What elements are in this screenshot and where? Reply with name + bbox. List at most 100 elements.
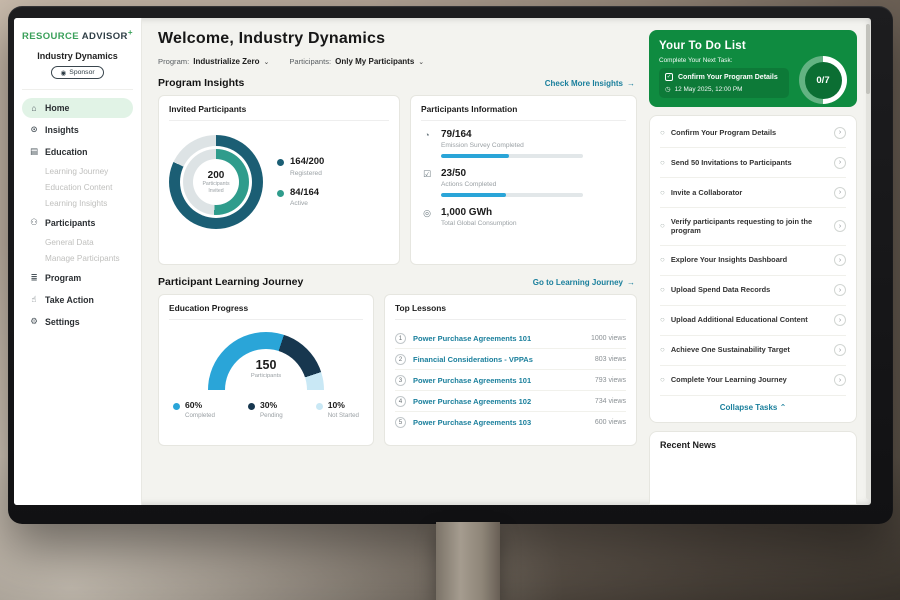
legend-dot xyxy=(315,403,323,410)
lesson-views: 734 views xyxy=(594,397,626,405)
legend-label: Not Started xyxy=(327,412,359,420)
chevron-up-icon: ⌃ xyxy=(779,402,787,412)
task-circle-icon[interactable]: ○ xyxy=(660,285,665,295)
program-value: Industrialize Zero xyxy=(193,57,260,66)
task-label: Confirm Your Program Details xyxy=(670,127,777,137)
chevron-right-icon[interactable]: › xyxy=(834,314,846,327)
sidebar-item-learning-journey[interactable]: Learning Journey xyxy=(45,166,109,176)
sidebar-item-label: Take Action xyxy=(45,294,94,305)
legend-value: 164/200 xyxy=(290,156,325,168)
scrollbar-thumb[interactable] xyxy=(866,24,870,94)
lesson-rank: 3 xyxy=(395,374,406,386)
card-title: Education Progress xyxy=(169,303,363,320)
chevron-right-icon[interactable]: › xyxy=(834,284,846,297)
task-circle-icon[interactable]: ○ xyxy=(660,255,665,265)
task-circle-icon[interactable]: ○ xyxy=(660,345,665,355)
todo-next-task[interactable]: ✓ Confirm Your Program Details ◷ 12 May … xyxy=(659,68,789,98)
lesson-row[interactable]: 1 Power Purchase Agreements 101 1000 vie… xyxy=(395,328,626,349)
lesson-rank: 1 xyxy=(395,332,406,344)
todo-progress-ring: 0/7 xyxy=(799,56,847,104)
sidebar-item-learning-insights[interactable]: Learning Insights xyxy=(45,198,108,208)
chevron-right-icon[interactable]: › xyxy=(834,344,846,357)
sidebar-item-home[interactable]: ⌂ Home xyxy=(22,98,133,119)
chevron-right-icon[interactable]: › xyxy=(834,220,846,233)
task-row[interactable]: ○ Confirm Your Program Details › xyxy=(660,118,846,148)
task-row[interactable]: ○ Achieve One Sustainability Target › xyxy=(660,336,846,366)
task-circle-icon[interactable]: ○ xyxy=(660,221,665,231)
chevron-right-icon[interactable]: › xyxy=(834,254,846,267)
lesson-title-link[interactable]: Power Purchase Agreements 101 xyxy=(413,375,532,385)
task-circle-icon[interactable]: ○ xyxy=(660,157,665,167)
task-row[interactable]: ○ Explore Your Insights Dashboard › xyxy=(660,246,846,276)
legend-item-active: 84/164 Active xyxy=(277,187,324,207)
chevron-right-icon[interactable]: › xyxy=(834,374,846,387)
task-row[interactable]: ○ Upload Additional Educational Content … xyxy=(660,306,846,336)
participants-value: Only My Participants xyxy=(335,57,415,66)
chevron-right-icon[interactable]: › xyxy=(834,126,846,139)
logo-primary: RESOURCE xyxy=(22,31,80,43)
stat-label: Actions Completed xyxy=(441,181,497,188)
program-dropdown[interactable]: Program: Industrialize Zero ⌄ xyxy=(158,57,269,66)
participants-dropdown[interactable]: Participants: Only My Participants ⌄ xyxy=(289,57,424,66)
gauge-center-value: 150 xyxy=(255,358,277,372)
sidebar-item-insights[interactable]: ⊙ Insights xyxy=(22,119,133,140)
task-circle-icon[interactable]: ○ xyxy=(660,315,665,325)
recent-news-heading: Recent News xyxy=(660,439,717,450)
task-row[interactable]: ○ Complete Your Learning Journey › xyxy=(660,366,846,396)
chevron-right-icon[interactable]: › xyxy=(834,186,846,199)
program-label: Program: xyxy=(158,57,190,66)
lesson-rank: 5 xyxy=(395,416,406,428)
task-circle-icon[interactable]: ○ xyxy=(660,127,665,137)
donut-legend: 164/200 Registered 84/164 Active xyxy=(277,156,325,207)
lesson-title-link[interactable]: Power Purchase Agreements 101 xyxy=(413,333,532,343)
sidebar-item-participants[interactable]: ⚇ Participants xyxy=(22,212,133,233)
sidebar-item-take-action[interactable]: ☝ Take Action xyxy=(22,289,133,310)
main-content: Welcome, Industry Dynamics Program: Indu… xyxy=(142,18,645,505)
progress-bar xyxy=(441,193,583,197)
filter-bar: Program: Industrialize Zero ⌄ Participan… xyxy=(158,57,637,66)
stat-value: 23/50 xyxy=(441,168,467,179)
go-to-learning-journey-link[interactable]: Go to Learning Journey → xyxy=(533,278,635,287)
clock-icon: ◷ xyxy=(665,86,671,93)
lesson-row[interactable]: 2 Financial Considerations - VPPAs 803 v… xyxy=(395,349,626,370)
task-label: Send 50 Invitations to Participants xyxy=(670,157,792,167)
logo-secondary: ADVISOR xyxy=(81,31,128,43)
sidebar-item-label: Home xyxy=(45,103,70,114)
recent-news-card[interactable]: Recent News xyxy=(649,430,857,505)
lesson-views: 793 views xyxy=(594,376,626,384)
sidebar-item-settings[interactable]: ⚙ Settings xyxy=(22,311,133,332)
lesson-title-link[interactable]: Power Purchase Agreements 103 xyxy=(413,417,532,427)
task-label: Invite a Collaborator xyxy=(670,187,743,197)
sidebar-item-manage-participants[interactable]: Manage Participants xyxy=(45,253,120,263)
checklist-icon: ☑ xyxy=(422,169,432,179)
chevron-down-icon: ⌄ xyxy=(418,58,425,66)
sidebar-item-education[interactable]: ▤ Education xyxy=(22,141,133,162)
sidebar-item-program[interactable]: ≣ Program xyxy=(22,267,133,288)
lesson-title-link[interactable]: Power Purchase Agreements 102 xyxy=(413,396,532,406)
lesson-row[interactable]: 5 Power Purchase Agreements 103 600 view… xyxy=(395,412,626,432)
task-label: Upload Additional Educational Content xyxy=(670,315,808,325)
task-row[interactable]: ○ Send 50 Invitations to Participants › xyxy=(660,148,846,178)
sidebar-item-general-data[interactable]: General Data xyxy=(45,237,94,247)
check-more-insights-link[interactable]: Check More Insights → xyxy=(545,79,635,88)
legend-dot xyxy=(173,403,180,410)
checkbox-icon[interactable]: ✓ xyxy=(665,73,673,81)
chevron-right-icon[interactable]: › xyxy=(834,156,846,169)
sidebar-item-education-content[interactable]: Education Content xyxy=(45,182,113,192)
task-row[interactable]: ○ Invite a Collaborator › xyxy=(660,178,846,208)
task-row[interactable]: ○ Upload Spend Data Records › xyxy=(660,276,846,306)
sidebar-item-label: Participants xyxy=(45,217,96,228)
progress-bar-fill xyxy=(441,154,510,158)
education-icon: ▤ xyxy=(29,146,39,157)
task-row[interactable]: ○ Verify participants requesting to join… xyxy=(660,208,846,246)
collapse-tasks-link[interactable]: Collapse Tasks ⌃ xyxy=(660,396,846,420)
legend-label: Completed xyxy=(185,412,215,420)
lesson-title-link[interactable]: Financial Considerations - VPPAs xyxy=(413,354,533,364)
lesson-row[interactable]: 3 Power Purchase Agreements 101 793 view… xyxy=(395,370,626,391)
task-circle-icon[interactable]: ○ xyxy=(660,187,665,197)
logo-plus: + xyxy=(127,28,133,37)
scrollbar[interactable] xyxy=(866,24,870,499)
task-circle-icon[interactable]: ○ xyxy=(660,375,665,385)
lesson-row[interactable]: 4 Power Purchase Agreements 102 734 view… xyxy=(395,391,626,412)
